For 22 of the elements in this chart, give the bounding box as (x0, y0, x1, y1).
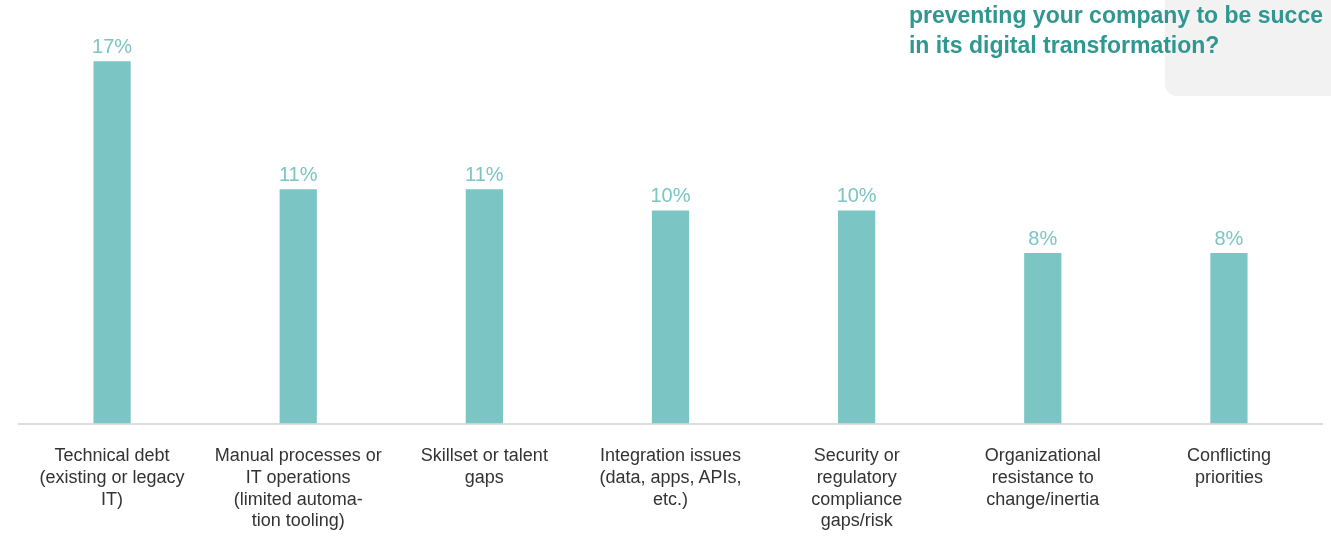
data-label: 8% (1214, 226, 1244, 249)
x-tick-label: Integration issues (data, apps, APIs, etc.) (599, 445, 742, 509)
x-tick-label: Manual processes or IT operations (limited automa- tion tooling) (214, 445, 382, 531)
bar (651, 210, 690, 424)
data-label: 11% (278, 162, 318, 185)
x-tick-label: Organizational resistance to change/inertia (984, 445, 1101, 509)
data-label: 17% (92, 34, 133, 57)
data-label: 11% (465, 162, 504, 185)
x-tick-label: Technical debt (existing or legacy IT) (39, 445, 185, 509)
bar (279, 189, 317, 424)
bar (1024, 253, 1062, 424)
x-tick-label: Security or regulatory compliance gaps/risk (811, 445, 903, 531)
bar (93, 61, 131, 424)
bar (465, 189, 503, 424)
chart-title: preventing your company to be succe in its digital transformation? (908, 1, 1323, 60)
data-label: 8% (1028, 226, 1058, 249)
x-tick-label: Skillset or talent gaps (420, 445, 548, 487)
bar (838, 210, 876, 424)
x-tick-label: Conflicting priorities (1186, 445, 1271, 487)
data-label: 10% (650, 184, 691, 206)
bar (1210, 253, 1248, 424)
data-label: 10% (836, 184, 877, 206)
